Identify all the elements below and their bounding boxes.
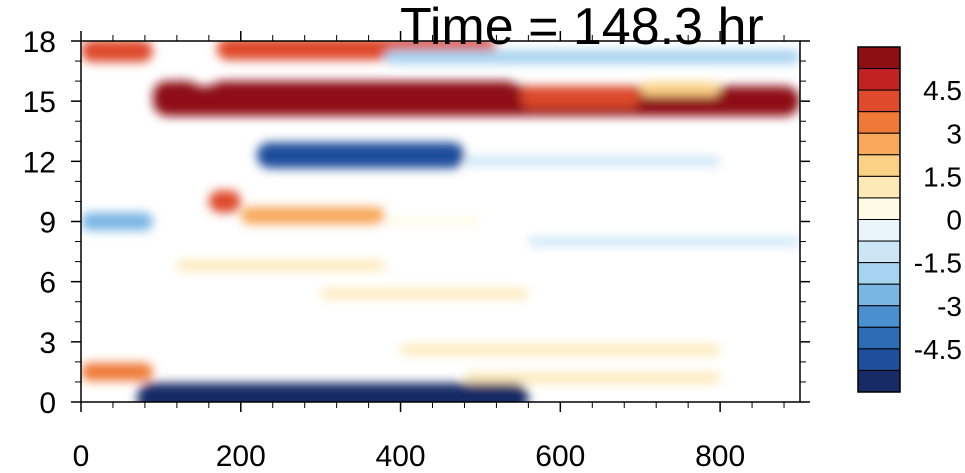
colorbar-swatch (857, 326, 901, 350)
heatmap-band (136, 382, 529, 402)
colorbar-label: -4.5 (914, 334, 962, 365)
heatmap-band (256, 142, 465, 169)
colorbar-label: 4.5 (923, 75, 962, 106)
heatmap-band (400, 344, 721, 356)
colorbar-swatch (857, 305, 901, 328)
x-tick-label: 800 (695, 440, 745, 473)
colorbar-swatch (857, 369, 901, 393)
colorbar-swatch (857, 197, 901, 220)
heatmap-band (81, 362, 153, 381)
y-tick-label: 3 (39, 327, 56, 360)
heatmap-band (464, 156, 721, 167)
heatmap-field (81, 41, 800, 402)
x-tick-label: 200 (216, 440, 266, 473)
y-tick-label: 6 (39, 267, 56, 300)
y-tick-label: 18 (23, 26, 56, 59)
y-tick-label: 9 (39, 207, 56, 240)
colorbar-swatch (857, 68, 901, 91)
heatmap-band (240, 206, 385, 225)
colorbar-swatch (857, 154, 901, 177)
heatmap-band (208, 81, 521, 110)
colorbar-swatch (857, 175, 901, 199)
chart-title: Time = 148.3 hr (400, 0, 764, 56)
heatmap-band (176, 260, 385, 272)
colorbar-swatch (857, 132, 901, 156)
x-axis: 0 200 400 600 800 (73, 31, 785, 473)
x-tick-label: 400 (376, 440, 426, 473)
colorbar-swatch (857, 262, 901, 285)
colorbar-swatch (857, 219, 901, 242)
colorbar: 4.5 3 1.5 0 -1.5 -3 -4.5 (857, 46, 962, 393)
y-tick-label: 0 (39, 387, 56, 420)
colorbar-label: 0 (946, 205, 962, 236)
heatmap-band (208, 190, 241, 213)
heatmap-band (320, 288, 529, 299)
x-tick-label: 0 (73, 440, 90, 473)
heatmap-band (81, 41, 153, 63)
heatmap-band (384, 217, 481, 226)
y-tick-label: 12 (23, 146, 56, 179)
colorbar-swatch (857, 240, 901, 264)
y-tick-label: 15 (23, 86, 56, 119)
colorbar-swatch (857, 283, 901, 307)
colorbar-label: -3 (937, 291, 962, 322)
heatmap-band (152, 81, 201, 110)
heatmap-band (520, 86, 641, 109)
heatmap-band (640, 82, 721, 97)
heatmap-band (464, 372, 721, 384)
colorbar-label: 1.5 (923, 161, 962, 192)
colorbar-swatch (857, 111, 901, 134)
x-tick-label: 600 (535, 440, 585, 473)
heatmap-band (384, 50, 800, 65)
heatmap-band (528, 236, 800, 247)
colorbar-frame (857, 46, 901, 393)
colorbar-label: 3 (946, 118, 962, 149)
colorbar-swatch (857, 46, 901, 70)
colorbar-label: -1.5 (914, 248, 962, 279)
colorbar-swatch (857, 89, 901, 113)
heatmap-band (81, 212, 153, 231)
colorbar-swatch (857, 348, 901, 371)
y-axis: 0 3 6 9 12 15 18 (23, 26, 810, 420)
